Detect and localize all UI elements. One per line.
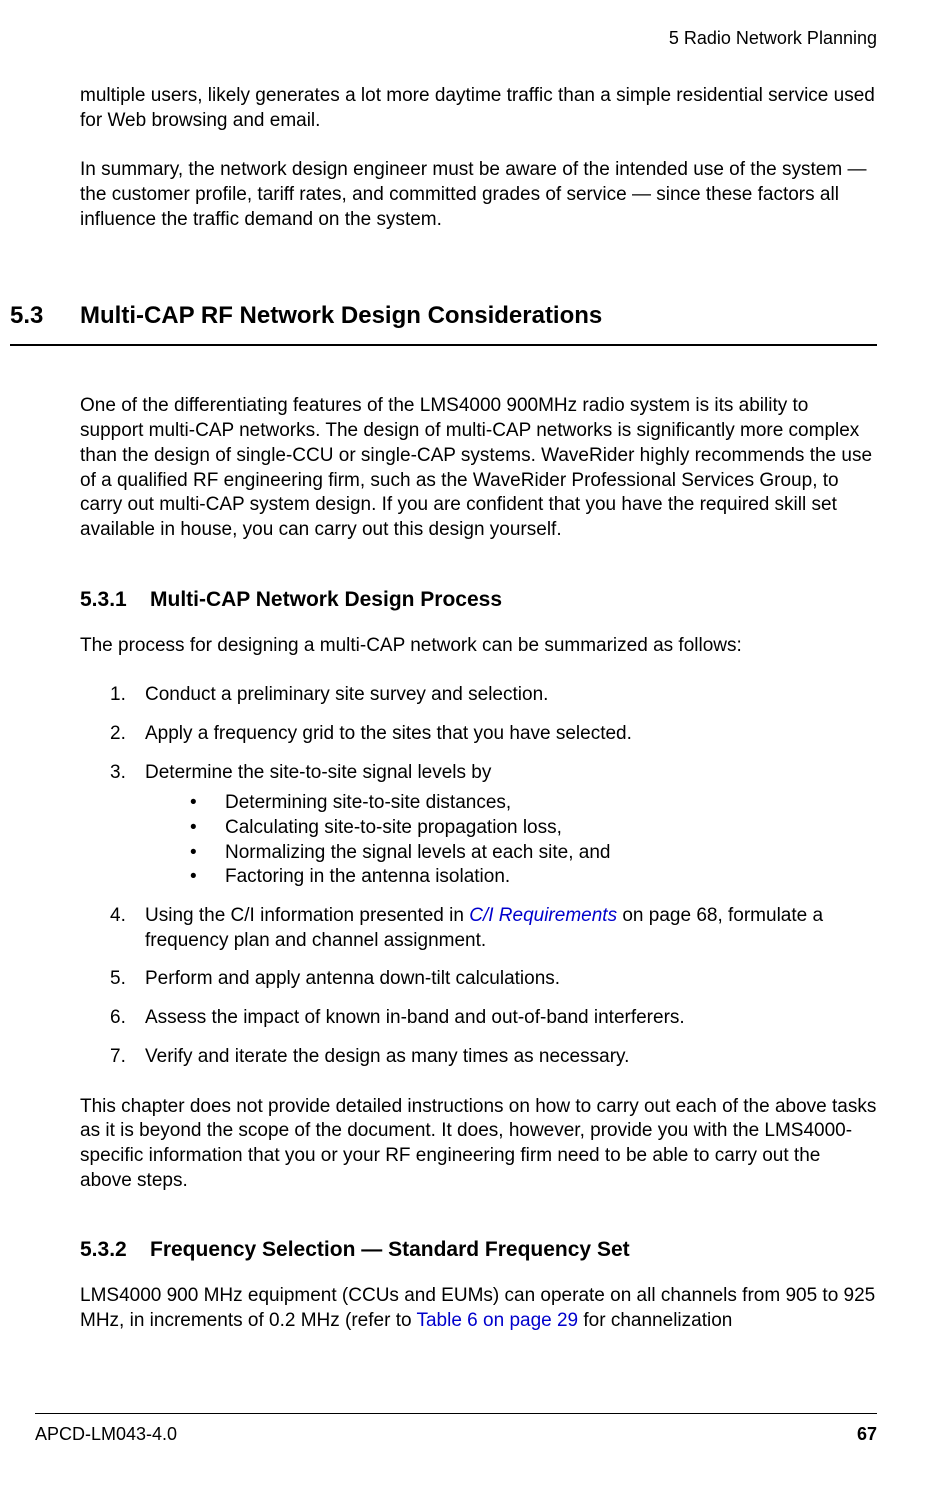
section-body: One of the differentiating features of t… — [80, 394, 877, 1333]
intro-paragraph-1: multiple users, likely generates a lot m… — [80, 84, 877, 133]
table-6-link[interactable]: Table 6 on page 29 — [416, 1310, 578, 1331]
section-paragraph: One of the differentiating features of t… — [80, 394, 877, 542]
list-item: 5. Perform and apply antenna down-tilt ca… — [80, 967, 877, 992]
sub-bullet-list: Determining site-to-site distances, Calc… — [145, 791, 877, 890]
step-text: Perform and apply antenna down-tilt calc… — [145, 968, 560, 989]
list-item: 3. Determine the site-to-site signal leve… — [80, 761, 877, 890]
subsection-title: Multi-CAP Network Design Process — [150, 588, 502, 612]
step-text-pre: Using the C/I information presented in — [145, 905, 469, 926]
step-number: 4. — [110, 904, 126, 929]
process-steps-list: 1. Conduct a preliminary site survey and … — [80, 683, 877, 1069]
subsection-title: Frequency Selection — Standard Frequency… — [150, 1238, 630, 1262]
section-number: 5.3 — [10, 302, 80, 330]
after-steps-paragraph: This chapter does not provide detailed i… — [80, 1095, 877, 1194]
subsection-heading-5-3-1: 5.3.1 Multi-CAP Network Design Process — [80, 588, 877, 612]
page-number: 67 — [857, 1424, 877, 1445]
step-text: Determine the site-to-site signal levels… — [145, 762, 491, 783]
list-item: 6. Assess the impact of known in-band and… — [80, 1006, 877, 1031]
chapter-label: 5 Radio Network Planning — [669, 28, 877, 48]
step-text: Conduct a preliminary site survey and se… — [145, 684, 548, 705]
list-item: Normalizing the signal levels at each si… — [145, 841, 877, 866]
list-item: 2. Apply a frequency grid to the sites th… — [80, 722, 877, 747]
page: 5 Radio Network Planning multiple users,… — [0, 0, 937, 1493]
bullet-text: Normalizing the signal levels at each si… — [225, 842, 610, 863]
page-footer: APCD-LM043-4.0 67 — [35, 1413, 877, 1445]
list-item: 1. Conduct a preliminary site survey and … — [80, 683, 877, 708]
process-lead: The process for designing a multi-CAP ne… — [80, 634, 877, 659]
step-text: Verify and iterate the design as many ti… — [145, 1046, 629, 1067]
list-item: Calculating site-to-site propagation los… — [145, 816, 877, 841]
step-text: Assess the impact of known in-band and o… — [145, 1007, 685, 1028]
step-number: 6. — [110, 1006, 126, 1031]
step-number: 5. — [110, 967, 126, 992]
running-header: 5 Radio Network Planning — [35, 28, 877, 49]
step-number: 3. — [110, 761, 126, 786]
bullet-text: Factoring in the antenna isolation. — [225, 866, 510, 887]
subsection-number: 5.3.2 — [80, 1238, 150, 1262]
intro-paragraph-2: In summary, the network design engineer … — [80, 158, 877, 232]
step-text: Apply a frequency grid to the sites that… — [145, 723, 632, 744]
subsection-heading-5-3-2: 5.3.2 Frequency Selection — Standard Fre… — [80, 1238, 877, 1262]
list-item: 4. Using the C/I information presented in… — [80, 904, 877, 953]
bullet-text: Calculating site-to-site propagation los… — [225, 817, 562, 838]
step-number: 2. — [110, 722, 126, 747]
subsection-number: 5.3.1 — [80, 588, 150, 612]
bullet-text: Determining site-to-site distances, — [225, 792, 511, 813]
section-heading-5-3: 5.3 Multi-CAP RF Network Design Consider… — [10, 302, 877, 346]
body-column: multiple users, likely generates a lot m… — [80, 84, 877, 232]
list-item: 7. Verify and iterate the design as many … — [80, 1045, 877, 1070]
doc-id: APCD-LM043-4.0 — [35, 1424, 177, 1445]
para-post: for channelization — [578, 1310, 732, 1331]
list-item: Factoring in the antenna isolation. — [145, 865, 877, 890]
freq-selection-paragraph: LMS4000 900 MHz equipment (CCUs and EUMs… — [80, 1284, 877, 1333]
ci-requirements-link[interactable]: C/I Requirements — [469, 905, 617, 926]
step-number: 1. — [110, 683, 126, 708]
section-title: Multi-CAP RF Network Design Consideratio… — [80, 302, 602, 330]
list-item: Determining site-to-site distances, — [145, 791, 877, 816]
step-number: 7. — [110, 1045, 126, 1070]
